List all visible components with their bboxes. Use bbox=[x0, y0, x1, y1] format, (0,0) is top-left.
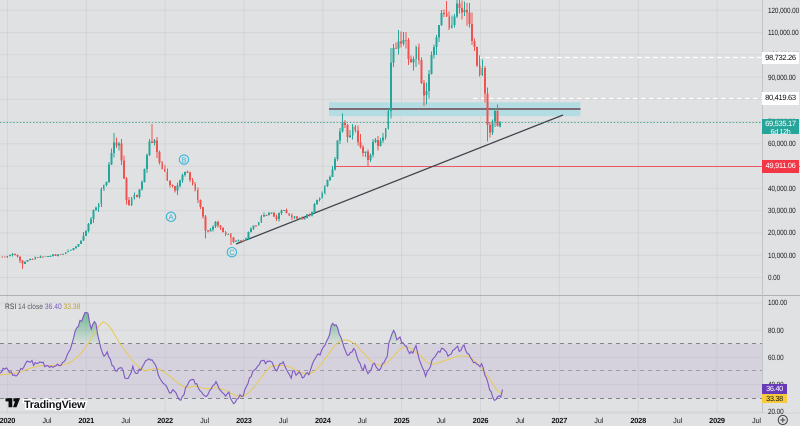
svg-text:TradingView: TradingView bbox=[24, 398, 86, 410]
svg-text:C: C bbox=[229, 248, 235, 257]
svg-text:B: B bbox=[181, 155, 186, 164]
svg-text:A: A bbox=[168, 213, 173, 222]
